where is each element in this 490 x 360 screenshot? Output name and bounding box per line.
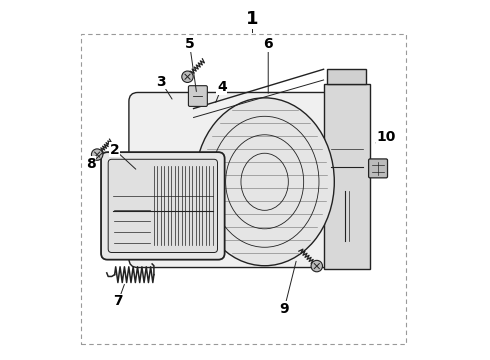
Text: 7: 7 [113,294,123,309]
FancyBboxPatch shape [108,159,218,252]
Circle shape [182,71,193,82]
FancyBboxPatch shape [368,159,388,178]
Text: 6: 6 [264,37,273,51]
FancyBboxPatch shape [129,93,333,267]
FancyBboxPatch shape [189,86,207,107]
Text: 9: 9 [279,302,289,316]
Text: 5: 5 [185,37,195,51]
Bar [323,84,370,269]
Text: 4: 4 [217,80,227,94]
Text: 2: 2 [110,143,120,157]
Circle shape [92,149,103,160]
Text: 3: 3 [156,75,166,89]
Text: 10: 10 [376,130,396,144]
Bar [81,33,406,344]
Text: 1: 1 [246,10,258,28]
Text: 8: 8 [86,157,96,171]
Ellipse shape [195,98,334,266]
FancyBboxPatch shape [101,152,224,260]
Circle shape [311,260,322,272]
Bar [327,69,367,84]
